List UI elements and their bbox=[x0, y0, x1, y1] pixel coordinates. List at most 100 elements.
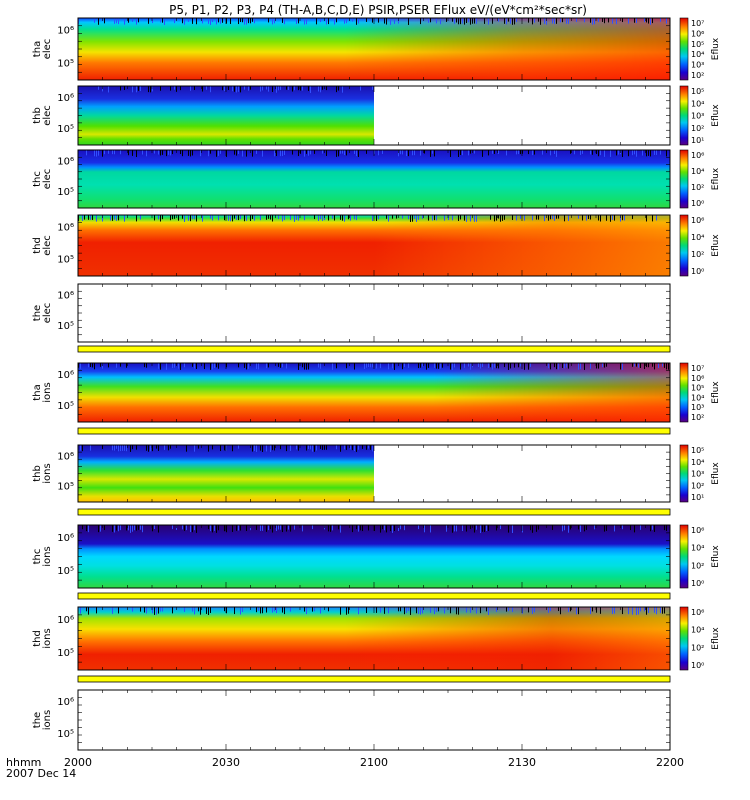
panel-thb-elec: 10⁶10⁵thbelec10⁵10⁴10³10²10¹Eflux bbox=[32, 86, 721, 145]
panel-tha-elec: 10⁶10⁵thaelec10⁷10⁶10⁵10⁴10³10²Eflux bbox=[32, 18, 721, 80]
colorbar-tick-label: 10⁰ bbox=[691, 579, 704, 588]
colorbar-tick-label: 10⁶ bbox=[691, 151, 704, 160]
colorbar-tick-label: 10⁴ bbox=[691, 233, 704, 242]
colorbar-tick-label: 10² bbox=[691, 183, 704, 192]
colorbar-tick-label: 10² bbox=[691, 643, 704, 652]
spectrogram-image bbox=[78, 525, 670, 588]
x-tick-label: 2000 bbox=[64, 756, 92, 769]
colorbar-tick-label: 10⁶ bbox=[691, 608, 704, 617]
chart-title: P5, P1, P2, P3, P4 (TH-A,B,C,D,E) PSIR,P… bbox=[169, 3, 587, 17]
x-tick-labels: 20002030210021302200 bbox=[64, 756, 684, 769]
colorbar-tick-label: 10⁷ bbox=[691, 19, 704, 28]
colorbar-tick-label: 10³ bbox=[691, 470, 704, 479]
y-tick-label: 10⁶ bbox=[57, 697, 74, 708]
colorbar-tick-label: 10⁴ bbox=[691, 393, 704, 402]
panel-label-species: ions bbox=[42, 382, 53, 402]
colorbar bbox=[680, 525, 688, 588]
colorbar-tick-label: 10² bbox=[691, 561, 704, 570]
y-tick-label: 10⁶ bbox=[57, 26, 74, 37]
y-tick-label: 10⁵ bbox=[57, 566, 74, 577]
spectrogram-overlay bbox=[78, 215, 670, 276]
colorbar-label: Eflux bbox=[711, 234, 721, 257]
y-tick-label: 10⁵ bbox=[57, 729, 74, 740]
colorbar-label: Eflux bbox=[711, 462, 721, 485]
panel-tha-ions: 10⁶10⁵thaions10⁷10⁶10⁵10⁴10³10²Eflux bbox=[32, 363, 721, 422]
colorbar-tick-label: 10⁵ bbox=[691, 446, 704, 455]
colorbar-label: Eflux bbox=[711, 381, 721, 404]
state-bar bbox=[78, 593, 670, 599]
spectrogram-overlay bbox=[78, 363, 670, 422]
colorbar-label: Eflux bbox=[711, 37, 721, 60]
y-tick-label: 10⁶ bbox=[57, 451, 74, 462]
colorbar-tick-label: 10³ bbox=[691, 112, 704, 121]
y-tick-label: 10⁵ bbox=[57, 124, 74, 135]
spectrogram-figure: P5, P1, P2, P3, P4 (TH-A,B,C,D,E) PSIR,P… bbox=[0, 0, 750, 800]
colorbar-tick-label: 10⁵ bbox=[691, 384, 704, 393]
spectrogram-panels: 10⁶10⁵thaelec10⁷10⁶10⁵10⁴10³10²Eflux10⁶1… bbox=[32, 18, 721, 750]
colorbar-tick-label: 10⁴ bbox=[691, 458, 704, 467]
spectrogram-overlay bbox=[78, 607, 670, 670]
state-bar bbox=[78, 428, 670, 434]
panel-thd-ions: 10⁶10⁵thdions10⁶10⁴10²10⁰Eflux bbox=[32, 607, 721, 670]
colorbar-tick-label: 10⁴ bbox=[691, 99, 704, 108]
x-tick-label: 2200 bbox=[656, 756, 684, 769]
y-tick-label: 10⁵ bbox=[57, 648, 74, 659]
colorbar bbox=[680, 215, 688, 276]
panel-label-species: elec bbox=[42, 169, 53, 190]
spectrogram-image bbox=[78, 150, 670, 208]
panel-label-species: elec bbox=[42, 39, 53, 60]
y-tick-label: 10⁵ bbox=[57, 255, 74, 266]
colorbar-label: Eflux bbox=[711, 627, 721, 650]
colorbar-tick-label: 10¹ bbox=[691, 136, 704, 145]
panel-label-species: ions bbox=[42, 628, 53, 648]
colorbar-label: Eflux bbox=[711, 104, 721, 127]
colorbar-tick-label: 10³ bbox=[691, 403, 704, 412]
panel-frame bbox=[78, 690, 670, 750]
panel-thc-ions: 10⁶10⁵thcions10⁶10⁴10²10⁰Eflux bbox=[32, 525, 721, 588]
y-tick-label: 10⁶ bbox=[57, 370, 74, 381]
y-tick-label: 10⁶ bbox=[57, 222, 74, 233]
colorbar-tick-label: 10² bbox=[691, 71, 704, 80]
panel-label-species: elec bbox=[42, 303, 53, 324]
y-tick-label: 10⁶ bbox=[57, 157, 74, 168]
state-bar bbox=[78, 676, 670, 682]
panel-label-species: ions bbox=[42, 710, 53, 730]
y-tick-label: 10⁶ bbox=[57, 93, 74, 104]
panel-label-species: elec bbox=[42, 235, 53, 256]
panel-thc-elec: 10⁶10⁵thcelec10⁶10⁴10²10⁰Eflux bbox=[32, 150, 721, 208]
colorbar-tick-label: 10⁰ bbox=[691, 661, 704, 670]
colorbar bbox=[680, 445, 688, 502]
spectrogram-image bbox=[78, 445, 374, 502]
y-tick-label: 10⁵ bbox=[57, 401, 74, 412]
colorbar-tick-label: 10⁶ bbox=[691, 374, 704, 383]
state-bar bbox=[78, 509, 670, 515]
colorbar-tick-label: 10⁶ bbox=[691, 526, 704, 535]
colorbar-tick-label: 10² bbox=[691, 124, 704, 133]
y-tick-label: 10⁵ bbox=[57, 58, 74, 69]
colorbar-tick-label: 10⁴ bbox=[691, 626, 704, 635]
y-tick-label: 10⁵ bbox=[57, 321, 74, 332]
colorbar-tick-label: 10⁵ bbox=[691, 40, 704, 49]
colorbar-tick-label: 10⁴ bbox=[691, 167, 704, 176]
panel-frame bbox=[78, 284, 670, 342]
colorbar-tick-label: 10⁴ bbox=[691, 50, 704, 59]
colorbar bbox=[680, 363, 688, 422]
colorbar-tick-label: 10⁴ bbox=[691, 544, 704, 553]
y-tick-label: 10⁶ bbox=[57, 291, 74, 302]
colorbar-tick-label: 10⁷ bbox=[691, 364, 704, 373]
colorbar-label: Eflux bbox=[711, 167, 721, 190]
panel-thb-ions: 10⁶10⁵thbions10⁵10⁴10³10²10¹Eflux bbox=[32, 445, 721, 502]
colorbar-tick-label: 10² bbox=[691, 413, 704, 422]
colorbar-tick-label: 10⁵ bbox=[691, 87, 704, 96]
panel-thd-elec: 10⁶10⁵thdelec10⁶10⁴10²10⁰Eflux bbox=[32, 215, 721, 276]
x-tick-label: 2130 bbox=[508, 756, 536, 769]
panel-label-species: elec bbox=[42, 105, 53, 126]
colorbar-tick-label: 10² bbox=[691, 250, 704, 259]
colorbar bbox=[680, 18, 688, 80]
y-tick-label: 10⁵ bbox=[57, 187, 74, 198]
colorbar-tick-label: 10³ bbox=[691, 61, 704, 70]
spectrogram-overlay bbox=[78, 18, 670, 80]
colorbar-tick-label: 10⁰ bbox=[691, 267, 704, 276]
spectrogram-image bbox=[78, 86, 374, 145]
colorbar-tick-label: 10⁰ bbox=[691, 199, 704, 208]
